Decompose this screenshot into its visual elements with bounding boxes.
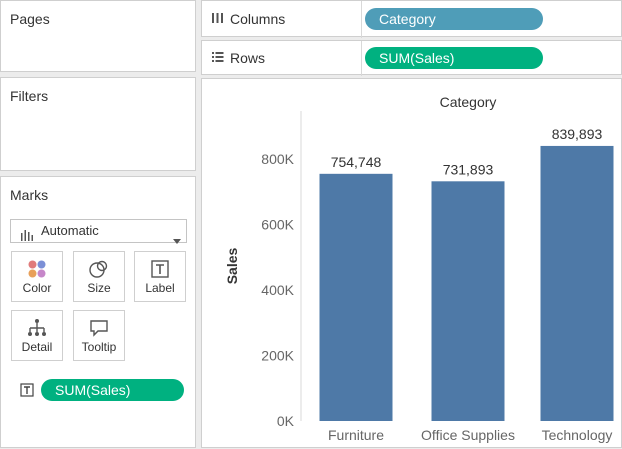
y-axis-title: Sales: [224, 247, 240, 284]
filters-title: Filters: [10, 88, 49, 104]
x-tick-label: Office Supplies: [421, 427, 515, 443]
y-tick-label: 800K: [261, 151, 294, 167]
filters-panel[interactable]: Filters: [0, 77, 196, 171]
columns-icon: [211, 11, 224, 27]
bar-chart-icon: [20, 226, 34, 241]
label-button[interactable]: Label: [134, 251, 186, 302]
y-tick-label: 0K: [277, 413, 295, 429]
pages-panel: Pages: [0, 0, 196, 72]
y-tick-label: 600K: [261, 217, 294, 233]
x-tick-label: Technology: [542, 427, 613, 443]
mark-type-value: Automatic: [41, 223, 99, 238]
pages-title: Pages: [10, 11, 50, 27]
detail-button[interactable]: Detail: [11, 310, 63, 361]
x-tick-label: Furniture: [328, 427, 384, 443]
bar-data-label: 731,893: [443, 161, 494, 177]
rows-label: Rows: [230, 50, 266, 66]
label-encoding-icon: [20, 383, 34, 397]
label-label: Label: [145, 281, 175, 295]
rows-shelf: Rows SUM(Sales): [201, 40, 622, 76]
columns-label-group: Columns: [211, 11, 285, 27]
rows-icon: [211, 50, 224, 66]
mark-type-dropdown[interactable]: Automatic: [10, 219, 187, 244]
y-tick-label: 400K: [261, 282, 294, 298]
columns-divider: [361, 1, 362, 38]
bar[interactable]: [540, 145, 614, 421]
chart-view: Category Sales 0K 200K 400K 600K 800K 754,74…: [201, 78, 622, 448]
detail-label: Detail: [21, 340, 53, 354]
columns-shelf: Columns Category: [201, 0, 622, 38]
detail-icon: [12, 318, 62, 338]
bar[interactable]: [319, 173, 393, 421]
label-icon: [135, 259, 185, 279]
size-button[interactable]: Size: [73, 251, 125, 302]
chart-header: Category: [440, 94, 497, 110]
tooltip-button[interactable]: Tooltip: [73, 310, 125, 361]
rows-divider: [361, 41, 362, 76]
category-pill[interactable]: Category: [365, 8, 543, 30]
columns-label: Columns: [230, 11, 286, 27]
chevron-down-icon: [173, 229, 181, 244]
color-button[interactable]: Color: [11, 251, 63, 302]
size-label: Size: [87, 281, 111, 295]
bar-data-label: 754,748: [331, 154, 382, 170]
marks-title: Marks: [10, 187, 49, 203]
color-label: Color: [22, 281, 52, 295]
color-icon: [12, 259, 62, 279]
tooltip-icon: [74, 318, 124, 338]
label-sum-sales-pill[interactable]: SUM(Sales): [41, 379, 184, 401]
y-tick-label: 200K: [261, 348, 294, 364]
size-icon: [74, 259, 124, 279]
bar-data-label: 839,893: [552, 126, 603, 142]
sum-sales-pill[interactable]: SUM(Sales): [365, 47, 543, 69]
bar[interactable]: [431, 181, 505, 421]
bar-chart: Category Sales 0K 200K 400K 600K 800K 754,74…: [224, 94, 614, 443]
rows-label-group: Rows: [211, 50, 265, 66]
tooltip-label: Tooltip: [81, 340, 117, 354]
